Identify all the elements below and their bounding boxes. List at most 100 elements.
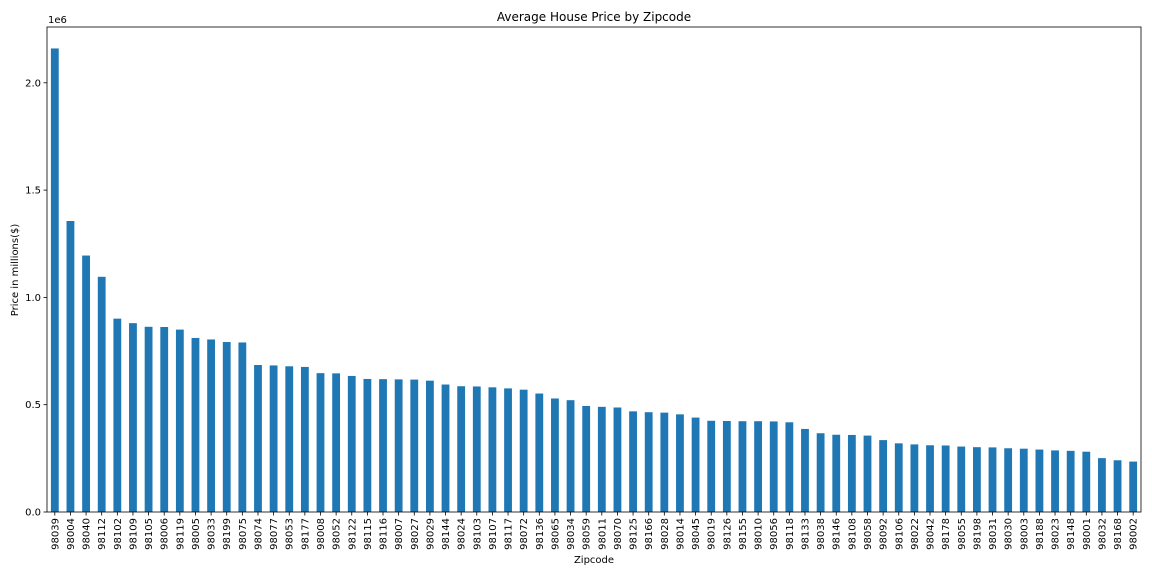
x-tick-label: 98001 [1082,518,1093,550]
bar-98107 [488,387,497,512]
bar-98003 [1019,448,1028,512]
bar-98115 [363,378,372,512]
x-tick-label: 98023 [1051,518,1062,550]
x-tick-label: 98072 [519,518,530,550]
x-tick-label: 98004 [66,518,77,550]
x-tick-label: 98115 [363,518,374,550]
bar-98007 [394,379,403,512]
bar-98004 [66,221,75,512]
x-tick-label: 98188 [1035,518,1046,550]
x-tick-label: 98038 [816,518,827,550]
bar-98198 [972,447,981,512]
bar-98116 [379,379,387,512]
bar-98199 [222,342,231,512]
bar-98028 [660,412,669,512]
x-tick-label: 98107 [488,518,499,550]
x-tick-label: 98070 [613,518,624,550]
x-tick-label: 98031 [988,518,999,550]
bar-98144 [441,384,450,512]
x-tick-label: 98005 [191,518,202,550]
y-tick-label: 1.5 [25,186,41,197]
bar-98019 [707,420,716,512]
y-offset-text: 1e6 [48,15,67,26]
y-tick-label: 1.0 [25,293,41,304]
bar-98188 [1035,449,1044,512]
bar-98030 [1004,448,1013,512]
x-tick-label: 98055 [957,518,968,550]
bars-group [50,48,1138,513]
bar-98075 [238,342,247,512]
bar-98155 [738,421,747,512]
x-tick-label: 98010 [754,518,765,550]
x-tick-label: 98119 [175,518,186,550]
bar-98117 [504,388,512,512]
x-tick-label: 98155 [738,518,749,550]
x-tick-label: 98065 [550,518,561,550]
bar-98042 [926,445,934,512]
x-tick-label: 98042 [926,518,937,550]
x-axis-label: Zipcode [574,555,614,566]
bar-98166 [644,412,653,512]
x-tick-label: 98022 [910,518,921,550]
x-tick-label: 98092 [879,518,890,550]
bar-98005 [191,337,200,512]
x-tick-label: 98126 [722,518,733,550]
x-tick-label: 98116 [379,518,390,550]
bar-98022 [910,444,919,512]
x-tick-label: 98103 [472,518,483,550]
bar-98168 [1113,460,1122,512]
bar-98002 [1129,461,1138,512]
bar-98038 [816,433,825,512]
bar-98148 [1066,450,1075,512]
x-tick-label: 98056 [769,518,780,550]
bar-98014 [676,414,684,512]
bar-98024 [457,386,466,512]
x-tick-label: 98117 [504,518,515,550]
bar-98034 [566,400,575,512]
x-tick-label: 98146 [832,518,843,550]
bar-98125 [629,411,637,512]
bar-98133 [801,428,809,512]
x-tick-label: 98178 [941,518,952,550]
x-tick-label: 98029 [425,518,436,550]
bar-98032 [1098,458,1106,512]
y-ticks-group: 0.0 0.5 1.0 1.5 2.0 [25,78,47,519]
x-tick-label: 98198 [972,518,983,550]
bar-98033 [207,339,215,512]
x-tick-label: 98019 [707,518,718,550]
x-tick-label: 98074 [253,518,264,550]
y-tick-label: 0.5 [25,400,41,411]
x-tick-label: 98028 [660,518,671,550]
x-tick-label: 98112 [97,518,108,550]
x-tick-label: 98125 [629,518,640,550]
bar-98031 [988,447,997,512]
bar-98040 [82,255,90,513]
x-tick-label: 98148 [1066,518,1077,550]
x-tick-label: 98177 [300,518,311,550]
x-tick-label: 98108 [847,518,858,550]
bar-98118 [785,422,794,512]
bar-98072 [519,389,528,512]
bar-98010 [754,421,762,512]
x-tick-label: 98168 [1113,518,1124,550]
bar-98059 [582,405,591,512]
bar-98102 [113,318,122,512]
bar-98105 [144,326,153,512]
x-tick-label: 98006 [160,518,171,550]
x-tick-label: 98109 [128,518,139,550]
x-tick-label: 98166 [644,518,655,550]
chart-title: Average House Price by Zipcode [497,10,691,24]
x-tick-label: 98045 [691,518,702,550]
x-ticks-group: 98039 98004 98040 98112 98102 98109 98105 98006… [50,512,1140,550]
bar-98108 [847,434,856,512]
x-tick-label: 98075 [238,518,249,550]
bar-98053 [285,366,294,512]
y-tick-label: 2.0 [25,78,41,89]
x-tick-label: 98105 [144,518,155,550]
x-tick-label: 98039 [50,518,61,550]
x-tick-label: 98014 [675,518,686,550]
bar-98112 [97,276,106,512]
bar-98178 [941,445,950,512]
x-tick-label: 98024 [457,518,468,550]
